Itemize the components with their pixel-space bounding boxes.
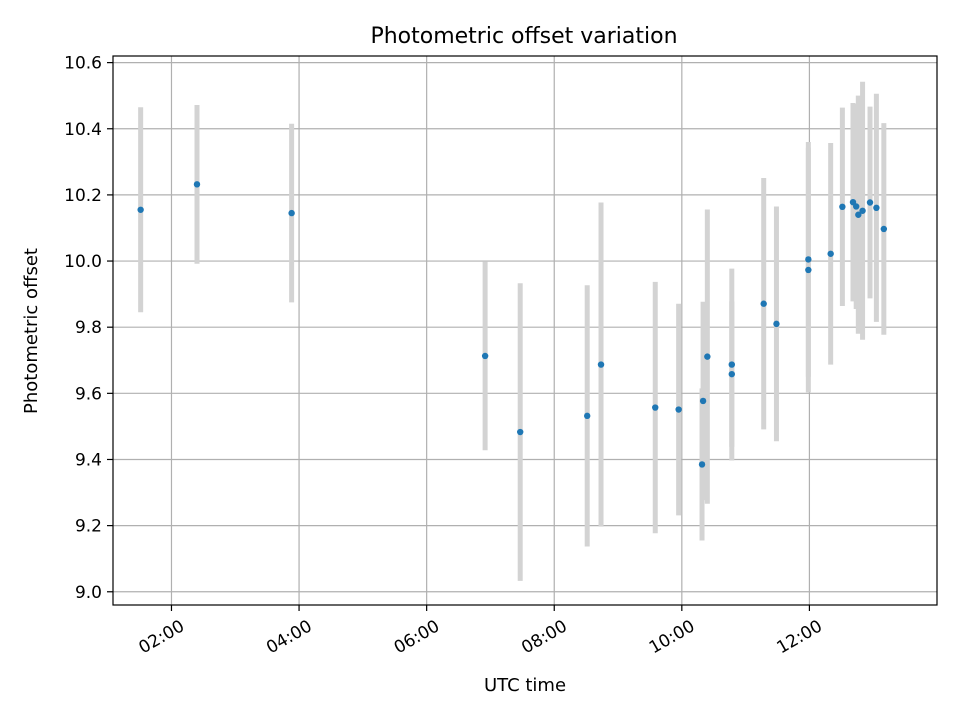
y-tick-label: 10.0 xyxy=(64,252,102,272)
plot-frame xyxy=(112,55,938,606)
data-point xyxy=(859,207,866,214)
data-point xyxy=(805,266,812,274)
x-tick-label: 04:00 xyxy=(263,616,315,658)
data-points xyxy=(137,181,888,468)
data-point xyxy=(760,300,767,307)
x-tick-label: 06:00 xyxy=(391,616,443,658)
data-point xyxy=(827,250,834,257)
data-point xyxy=(704,353,711,360)
x-axis-label: UTC time xyxy=(484,675,566,696)
data-point xyxy=(137,206,144,213)
x-tick-label: 10:00 xyxy=(646,616,698,658)
data-point xyxy=(652,404,659,411)
y-tick-label: 10.4 xyxy=(64,120,102,140)
data-point xyxy=(698,461,706,468)
data-point xyxy=(839,203,846,211)
y-tick-label: 9.4 xyxy=(75,450,102,470)
data-point xyxy=(773,320,780,328)
data-point xyxy=(880,225,888,233)
grid xyxy=(113,56,937,605)
y-tick-label: 10.6 xyxy=(64,54,102,74)
y-tick-label: 10.2 xyxy=(64,186,102,206)
data-point xyxy=(481,352,489,360)
data-point xyxy=(288,209,295,217)
data-point xyxy=(583,412,591,420)
data-point xyxy=(866,199,874,206)
x-tick-label: 02:00 xyxy=(136,616,188,658)
y-tick-label: 9.6 xyxy=(75,384,102,404)
x-axis-ticks: 02:00 04:00 06:00 08:00 10:00 12:00 xyxy=(136,605,826,658)
y-axis-label: Photometric offset xyxy=(21,248,42,414)
chart-title: Photometric offset variation xyxy=(370,24,677,49)
y-tick-label: 9.2 xyxy=(75,517,102,537)
data-point xyxy=(728,370,735,378)
data-point xyxy=(852,203,860,210)
y-axis-ticks: 9.0 9.2 9.4 9.6 9.8 10.0 10.2 10.4 10.6 xyxy=(64,54,113,603)
y-tick-label: 9.8 xyxy=(75,318,102,338)
x-tick-label: 08:00 xyxy=(518,616,570,658)
data-point xyxy=(873,204,880,212)
data-point xyxy=(193,181,201,188)
x-tick-label: 12:00 xyxy=(773,616,825,658)
data-point xyxy=(728,361,735,368)
y-tick-label: 9.0 xyxy=(75,583,102,603)
data-point xyxy=(597,361,605,368)
data-point xyxy=(699,397,707,405)
error-bars xyxy=(138,81,887,581)
data-point xyxy=(805,256,812,263)
data-point xyxy=(675,406,682,413)
data-point xyxy=(517,428,524,436)
data-point xyxy=(855,211,862,218)
